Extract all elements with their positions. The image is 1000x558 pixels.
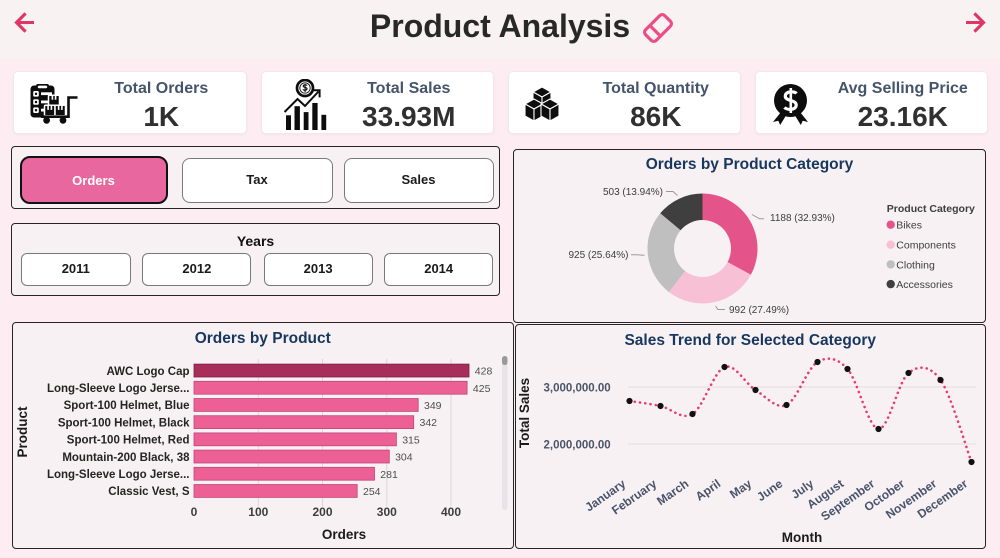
svg-text:281: 281: [380, 469, 398, 481]
svg-text:Product: Product: [15, 406, 30, 458]
svg-text:200: 200: [312, 505, 332, 519]
svg-text:Sport-100 Helmet, Red: Sport-100 Helmet, Red: [67, 435, 190, 447]
svg-text:Total Sales: Total Sales: [517, 378, 532, 448]
svg-text:June: June: [754, 476, 785, 504]
svg-text:Long-Sleeve Logo Jerse...: Long-Sleeve Logo Jerse...: [47, 383, 190, 395]
svg-text:342: 342: [420, 417, 438, 429]
svg-text:May: May: [727, 476, 754, 501]
svg-text:Classic Vest, S: Classic Vest, S: [108, 486, 190, 498]
svg-text:0: 0: [191, 505, 198, 519]
svg-text:2,000,000.00: 2,000,000.00: [543, 440, 610, 452]
svg-text:992 (27.49%): 992 (27.49%): [729, 305, 789, 316]
svg-text:3,000,000.00: 3,000,000.00: [543, 383, 610, 395]
svg-text:Product Category: Product Category: [887, 203, 975, 215]
svg-text:925 (25.64%): 925 (25.64%): [568, 250, 628, 261]
svg-text:100: 100: [248, 505, 268, 519]
svg-text:April: April: [692, 476, 722, 503]
svg-text:Bikes: Bikes: [896, 220, 922, 232]
svg-text:1188 (32.93%): 1188 (32.93%): [770, 213, 835, 224]
svg-text:Sport-100 Helmet, Black: Sport-100 Helmet, Black: [58, 417, 190, 429]
svg-text:304: 304: [395, 452, 413, 464]
svg-text:Clothing: Clothing: [896, 259, 935, 271]
svg-text:Components: Components: [896, 240, 956, 252]
svg-text:Mountain-200 Black, 38: Mountain-200 Black, 38: [62, 452, 190, 464]
svg-text:315: 315: [402, 434, 420, 446]
svg-text:Long-Sleeve Logo Jerse...: Long-Sleeve Logo Jerse...: [47, 469, 190, 481]
svg-text:428: 428: [475, 366, 493, 378]
svg-text:300: 300: [377, 505, 397, 519]
svg-text:March: March: [654, 476, 691, 508]
svg-text:AWC Logo Cap: AWC Logo Cap: [106, 366, 189, 378]
svg-text:Month: Month: [781, 530, 821, 545]
svg-text:Sport-100 Helmet, Blue: Sport-100 Helmet, Blue: [64, 400, 190, 412]
svg-text:503 (13.94%): 503 (13.94%): [603, 187, 663, 198]
svg-text:Accessories: Accessories: [896, 279, 953, 291]
svg-text:Orders: Orders: [322, 527, 366, 542]
svg-text:400: 400: [441, 505, 461, 519]
svg-text:254: 254: [363, 486, 381, 498]
svg-text:349: 349: [424, 400, 442, 412]
svg-text:425: 425: [473, 383, 491, 395]
